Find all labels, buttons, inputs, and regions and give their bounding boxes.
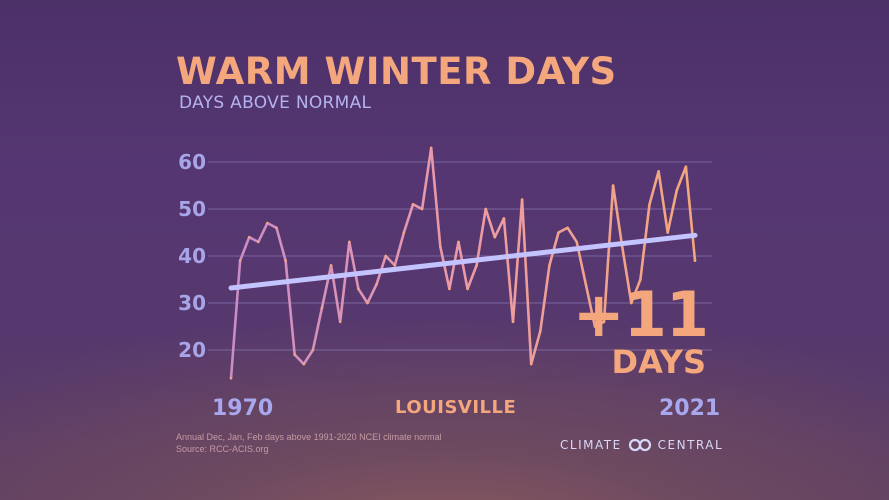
data-point-1982: [338, 320, 342, 324]
y-tick-60: 60: [178, 150, 206, 174]
data-point-1993: [438, 245, 442, 248]
data-point-1970: [229, 376, 233, 380]
gridlines: [208, 161, 712, 351]
data-point-1991: [420, 207, 424, 211]
change-unit: DAYS: [611, 343, 706, 381]
data-point-2019: [675, 188, 679, 192]
start-year-label: 1970: [212, 396, 274, 421]
brand-name-second: CENTRAL: [657, 438, 724, 452]
data-point-2000: [502, 217, 506, 220]
data-point-2002: [520, 198, 524, 201]
source-note: Source: RCC-ACIS.org: [176, 444, 269, 454]
change-value: +11: [572, 278, 709, 351]
brand-name-first: CLIMATE: [560, 438, 622, 452]
data-point-2016: [648, 203, 651, 206]
data-point-2018: [666, 231, 670, 234]
data-point-1988: [393, 264, 397, 267]
footnote: Annual Dec, Jan, Feb days above 1991-202…: [176, 432, 442, 442]
y-tick-50: 50: [178, 197, 206, 221]
y-tick-20: 20: [178, 338, 206, 362]
data-point-2006: [557, 231, 560, 234]
data-point-2008: [575, 240, 579, 244]
data-point-2004: [539, 329, 542, 333]
y-tick-30: 30: [178, 291, 206, 315]
data-point-1979: [311, 348, 315, 352]
data-point-2021: [693, 259, 697, 263]
data-point-2011: [602, 320, 606, 324]
data-point-1971: [238, 259, 242, 263]
data-point-2003: [529, 362, 533, 366]
data-point-2005: [548, 264, 551, 267]
data-point-1983: [347, 240, 351, 244]
data-point-1974: [266, 221, 269, 225]
data-point-1978: [302, 362, 306, 366]
data-point-1981: [329, 264, 333, 267]
data-point-1980: [320, 306, 324, 310]
data-line-group: [228, 146, 698, 380]
trend-line: [228, 232, 698, 291]
data-point-1997: [475, 264, 478, 267]
data-point-2014: [630, 301, 633, 305]
data-point-1992: [429, 146, 433, 150]
data-point-2017: [657, 170, 660, 173]
data-point-1998: [484, 207, 488, 211]
chart-subtitle: DAYS ABOVE NORMAL: [179, 93, 372, 113]
data-point-2020: [684, 165, 688, 168]
data-point-2009: [584, 282, 588, 286]
data-point-2012: [611, 184, 615, 187]
data-point-1994: [448, 287, 451, 291]
data-point-1972: [247, 235, 251, 239]
data-point-2015: [639, 278, 642, 281]
data-point-1985: [366, 301, 369, 305]
data-point-1986: [375, 282, 378, 286]
data-point-1973: [256, 240, 260, 244]
data-point-1987: [384, 254, 387, 258]
y-axis-ticks: 20 30 40 50 60: [178, 150, 206, 362]
data-point-1995: [457, 240, 460, 244]
station-label: LOUISVILLE: [395, 397, 517, 418]
data-point-1989: [402, 231, 406, 234]
data-point-2007: [566, 226, 569, 230]
climate-central-logo: CLIMATE CENTRAL: [560, 438, 723, 452]
data-point-1990: [411, 203, 415, 206]
end-year-label: 2021: [659, 396, 721, 421]
data-point-2010: [593, 325, 597, 328]
data-point-1984: [357, 287, 360, 291]
data-point-1977: [293, 353, 296, 357]
chart-title: WARM WINTER DAYS: [176, 50, 617, 93]
infinity-logo-icon: [628, 438, 651, 452]
data-point-1999: [493, 235, 497, 239]
data-point-1976: [284, 259, 287, 263]
y-tick-40: 40: [178, 244, 206, 268]
data-point-2001: [511, 320, 515, 324]
data-point-1996: [466, 287, 469, 291]
data-point-1975: [275, 226, 278, 230]
series-line: [229, 146, 697, 380]
